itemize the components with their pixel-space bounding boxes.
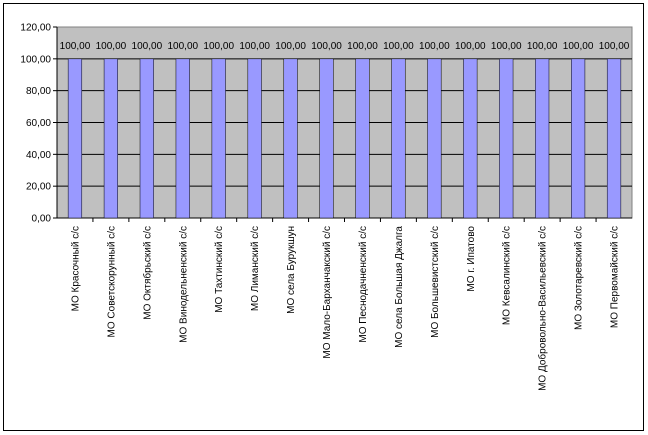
y-tick-label: 100,00 xyxy=(20,54,51,65)
bar xyxy=(535,58,550,219)
data-label: 100,00 xyxy=(347,41,378,52)
data-label: 100,00 xyxy=(311,41,342,52)
category-label: МО Первомайский с/с xyxy=(610,226,621,328)
category-label: МО Золотаревский с/с xyxy=(574,226,585,330)
data-label: 100,00 xyxy=(239,41,270,52)
category-label: МО г. Ипатово xyxy=(466,226,477,292)
data-label: 100,00 xyxy=(419,41,450,52)
category-label: МО Тахтинский с/с xyxy=(214,226,225,313)
bar xyxy=(355,58,370,219)
bar xyxy=(283,58,298,219)
data-label: 100,00 xyxy=(167,41,198,52)
bar xyxy=(427,58,442,219)
bar xyxy=(175,58,190,219)
y-tick-label: 60,00 xyxy=(26,118,51,129)
data-label: 100,00 xyxy=(275,41,306,52)
category-label: МО Советскорунный с/с xyxy=(106,226,117,337)
y-tick-label: 120,00 xyxy=(20,23,51,34)
y-tick-label: 80,00 xyxy=(26,86,51,97)
category-label: МО Добровольно-Васильевский с/с xyxy=(537,226,549,391)
category-labels: МО Красочный с/с МО Советскорунный с/с МО … xyxy=(70,218,621,391)
category-label: МО села Большая Джалга xyxy=(394,226,405,348)
bar xyxy=(606,58,622,219)
data-label: 100,00 xyxy=(132,41,163,52)
bar xyxy=(67,58,83,219)
category-label: МО Мало-Барханчакский с/с xyxy=(322,226,333,359)
data-label: 100,00 xyxy=(563,41,594,52)
category-label: МО Винодельненский с/с xyxy=(178,226,189,343)
data-label: 100,00 xyxy=(599,41,630,52)
bar xyxy=(139,58,154,219)
bar xyxy=(103,58,118,219)
category-label: МО Большевистский с/с xyxy=(430,226,441,338)
data-label: 100,00 xyxy=(203,41,234,52)
bar xyxy=(211,58,226,219)
category-label: МО Лиманский с/с xyxy=(250,226,261,311)
category-label: МО Октябрьский с/с xyxy=(141,226,153,320)
bar xyxy=(463,58,478,219)
data-label: 100,00 xyxy=(527,41,558,52)
y-tick-label: 40,00 xyxy=(26,150,51,161)
bar xyxy=(247,58,262,219)
category-label: МО села Бурукшун xyxy=(286,226,297,314)
data-label: 100,00 xyxy=(455,41,486,52)
data-label: 100,00 xyxy=(96,41,127,52)
data-labels: 100,00 100,00 100,00 100,00 100,00 100,00 100,… xyxy=(60,41,630,52)
data-label: 100,00 xyxy=(491,41,522,52)
bar xyxy=(391,58,406,219)
data-label: 100,00 xyxy=(60,41,91,52)
y-tick-label: 20,00 xyxy=(26,182,51,193)
bars xyxy=(67,58,622,219)
category-label: МО Песнодачненский с/с xyxy=(358,226,369,343)
y-tick-label: 0,00 xyxy=(32,214,52,225)
category-label: МО Кевсалинский с/с xyxy=(502,226,513,325)
bar xyxy=(571,58,586,219)
bar xyxy=(499,58,514,219)
category-label: МО Красочный с/с xyxy=(70,226,81,311)
bar xyxy=(319,58,334,219)
data-label: 100,00 xyxy=(383,41,414,52)
